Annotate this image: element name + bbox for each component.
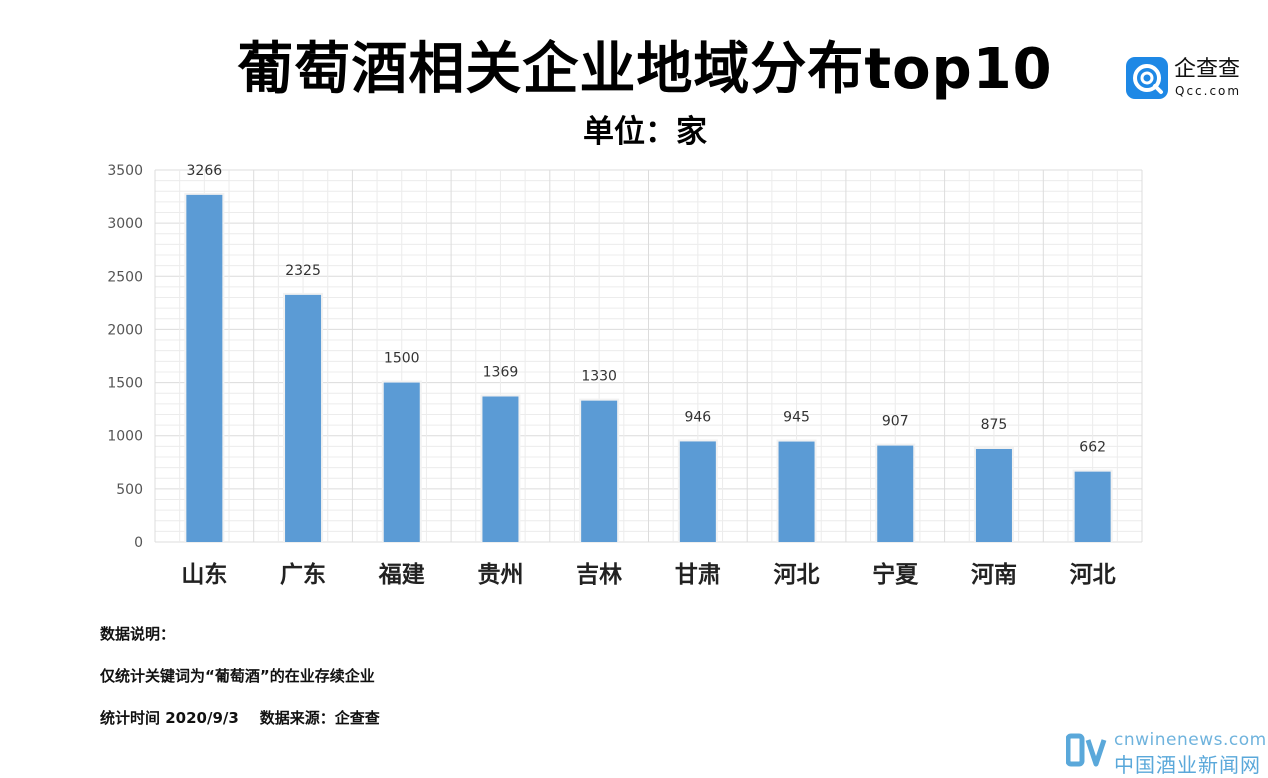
bars <box>184 192 1113 542</box>
bar <box>383 382 420 542</box>
bar <box>1074 471 1111 542</box>
data-label: 1500 <box>384 351 420 367</box>
x-category-label: 山东 <box>181 561 227 588</box>
y-tick-label: 3000 <box>107 216 143 232</box>
bar <box>877 445 914 542</box>
data-label: 1369 <box>483 364 519 380</box>
qcc-logo-icon <box>1126 57 1168 99</box>
bar <box>482 396 519 542</box>
x-category-label: 甘肃 <box>675 562 721 588</box>
watermark-name: 中国酒业新闻网 <box>1114 753 1261 777</box>
y-tick-label: 0 <box>134 535 143 551</box>
x-category-label: 贵州 <box>477 562 523 588</box>
notes-heading: 数据说明： <box>100 625 176 643</box>
data-label: 875 <box>981 417 1008 433</box>
y-tick-label: 2000 <box>107 322 143 338</box>
y-axis-tick-labels: 0 500 1000 1500 2000 2500 3000 3500 <box>107 163 143 551</box>
qcc-logo[interactable]: 企查查 Qcc.com <box>1126 57 1261 101</box>
data-label: 2325 <box>285 263 321 279</box>
x-category-label: 广东 <box>280 561 326 588</box>
x-category-label: 福建 <box>378 562 425 588</box>
y-tick-label: 500 <box>116 482 143 498</box>
bar-chart: 0 500 1000 1500 2000 2500 3000 3500 3266 2325 150… <box>107 163 1143 588</box>
data-label: 1330 <box>581 369 617 385</box>
data-label: 945 <box>783 410 810 426</box>
x-category-label: 河北 <box>1070 562 1116 588</box>
data-label: 3266 <box>187 163 223 179</box>
bar <box>975 449 1012 542</box>
cnwinenews-watermark: cnwinenews.com 中国酒业新闻网 <box>1066 730 1267 777</box>
chart-title: 葡萄酒相关企业地域分布top10 <box>237 37 1053 102</box>
bar <box>778 441 815 542</box>
notes-line-2: 统计时间 2020/9/3 数据来源：企查查 <box>100 709 380 727</box>
x-axis-category-labels: 山东 广东 福建 贵州 吉林 甘肃 河北 宁夏 河南 河北 <box>181 561 1115 588</box>
y-tick-label: 3500 <box>107 163 143 179</box>
qcc-logo-name: 企查查 <box>1174 57 1241 82</box>
notes-line-1: 仅统计关键词为“葡萄酒”的在业存续企业 <box>100 667 375 685</box>
data-label: 907 <box>882 414 909 430</box>
chart-subtitle: 单位：家 <box>583 114 707 150</box>
bar <box>285 294 322 542</box>
bar <box>679 441 716 542</box>
x-category-label: 吉林 <box>576 561 622 588</box>
cnwinenews-logo-icon <box>1066 733 1107 767</box>
data-label: 946 <box>684 409 711 425</box>
qcc-logo-domain: Qcc.com <box>1175 84 1242 98</box>
x-category-label: 宁夏 <box>872 561 919 588</box>
y-tick-label: 1000 <box>107 429 143 445</box>
x-category-label: 河南 <box>971 562 1017 588</box>
bar <box>581 400 618 542</box>
data-label: 662 <box>1079 440 1106 456</box>
y-tick-label: 2500 <box>107 269 143 285</box>
bar <box>186 194 223 542</box>
watermark-url: cnwinenews.com <box>1114 730 1267 750</box>
x-category-label: 河北 <box>774 562 820 588</box>
data-labels: 3266 2325 1500 1369 1330 946 945 907 875 662 <box>187 163 1106 456</box>
y-tick-label: 1500 <box>107 376 143 392</box>
